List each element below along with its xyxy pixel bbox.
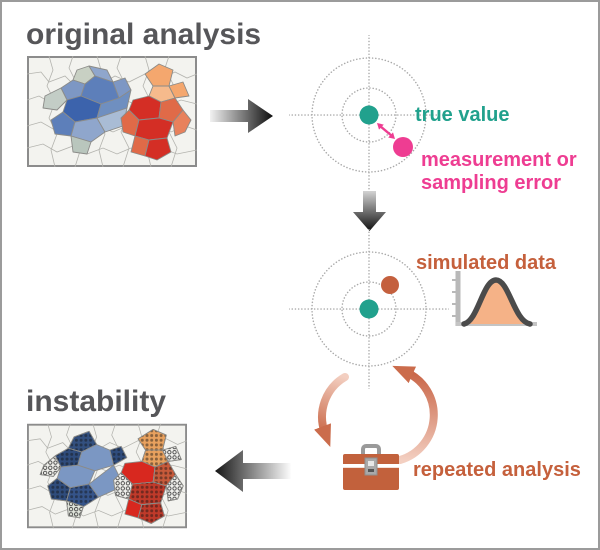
map-red-cluster-patterned <box>113 428 184 524</box>
flow-arrow-down-icon <box>353 191 386 231</box>
bullseye-simulated <box>289 229 449 389</box>
inner-ring <box>341 281 397 337</box>
error-label-line2: sampling error <box>421 172 562 194</box>
error-dot <box>393 137 413 157</box>
cycle-arrow-left <box>314 373 349 448</box>
true-value-dot <box>359 105 379 125</box>
bullseye-true-value <box>289 35 449 195</box>
inner-ring <box>341 87 397 143</box>
error-label: measurement or sampling error <box>421 149 577 195</box>
map-red-cluster <box>120 63 192 161</box>
toolbox-icon <box>343 444 399 490</box>
repeated-analysis-label: repeated analysis <box>413 459 581 481</box>
outer-ring <box>311 57 427 173</box>
original-analysis-title: original analysis <box>26 18 262 51</box>
error-label-line1: measurement or <box>421 149 577 171</box>
error-arrowhead-end <box>388 132 395 139</box>
original-analysis-map <box>27 56 197 167</box>
map-blue-cluster <box>42 65 132 155</box>
cycle-arrow-right <box>392 365 438 464</box>
instability-title: instability <box>26 385 167 418</box>
true-value-label: true value <box>415 104 510 126</box>
cycle-arrows-icon <box>314 365 438 464</box>
error-arrow <box>379 125 393 137</box>
error-arrowhead-start <box>377 123 384 130</box>
instability-map <box>27 423 187 529</box>
map-blue-cluster-patterned <box>39 430 128 519</box>
simulated-data-dot <box>381 276 399 294</box>
flow-arrow-right-icon <box>210 99 273 133</box>
true-value-dot <box>359 299 379 319</box>
outer-ring <box>311 251 427 367</box>
flow-arrow-left-icon <box>215 450 291 492</box>
simulated-data-label: simulated data <box>416 252 557 274</box>
distribution-curve-icon <box>452 271 537 327</box>
